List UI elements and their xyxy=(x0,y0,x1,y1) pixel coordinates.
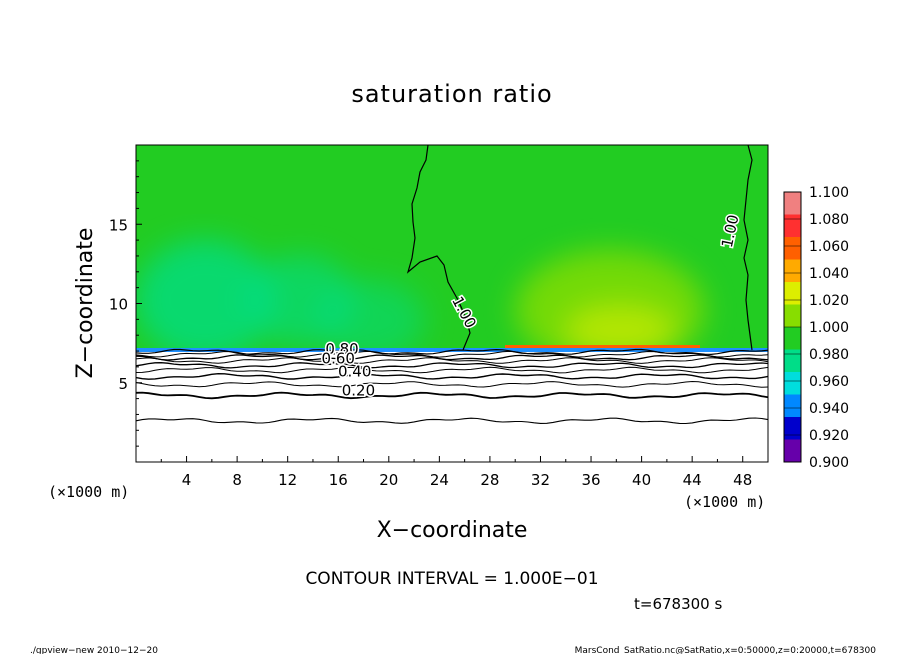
colorbar-swatch xyxy=(784,394,801,417)
lower-contours xyxy=(135,348,769,425)
colorbar-swatch xyxy=(784,372,801,395)
colorbar-swatch xyxy=(784,192,801,215)
contour-label: 0.20 xyxy=(342,381,375,399)
supersaturated-core xyxy=(565,305,675,350)
contour-label: 0.40 xyxy=(338,362,371,380)
x-tick-label: 28 xyxy=(480,471,499,489)
colorbar-swatch xyxy=(784,237,801,260)
contour-line-lower xyxy=(135,417,769,425)
x-tick-label: 32 xyxy=(531,471,550,489)
y-axis-label: Z−coordinate xyxy=(73,228,98,379)
x-unit-left: (×1000 m) xyxy=(48,483,129,501)
x-unit-right: (×1000 m) xyxy=(684,493,765,511)
colorbar-label: 1.000 xyxy=(809,320,849,336)
time-label: t=678300 s xyxy=(634,595,722,613)
colorbar-label: 1.100 xyxy=(809,185,849,201)
x-axis: 4 8 12 16 20 24 28 32 36 40 44 48 xyxy=(160,456,752,489)
colorbar-label: 0.980 xyxy=(809,347,849,363)
contour-line-lower xyxy=(135,357,769,364)
contour-line-lower xyxy=(135,362,769,369)
contour-line-1-00-a xyxy=(406,144,471,351)
contour-line-lower xyxy=(135,366,769,374)
contour-interval: CONTOUR INTERVAL = 1.000E−01 xyxy=(305,569,598,589)
colorbar-swatch xyxy=(784,349,801,372)
x-tick-label: 20 xyxy=(379,471,398,489)
colorbar-swatch xyxy=(784,439,801,462)
x-tick-label: 12 xyxy=(278,471,297,489)
colorbar-label: 1.080 xyxy=(809,212,849,228)
x-tick-label: 4 xyxy=(182,471,192,489)
x-tick-label: 8 xyxy=(232,471,242,489)
footer-left: ./gpview−new 2010−12−20 xyxy=(30,646,158,654)
x-tick-label: 24 xyxy=(430,471,449,489)
colorbar: 1.100 1.080 1.060 1.040 1.020 1.000 0.980 0.960… xyxy=(783,185,849,471)
footer-right: MarsCond_SatRatio.nc@SatRatio,x=0:50000,… xyxy=(575,646,877,654)
chart-title: saturation ratio xyxy=(351,80,552,108)
y-tick-label: 5 xyxy=(118,375,128,393)
y-axis: 5 10 15 xyxy=(109,160,142,447)
colorbar-label: 0.920 xyxy=(809,428,849,444)
contour-line-lower xyxy=(135,372,769,380)
colorbar-label: 1.040 xyxy=(809,266,849,282)
x-tick-label: 40 xyxy=(632,471,651,489)
y-tick-label: 10 xyxy=(109,296,128,314)
x-tick-label: 48 xyxy=(733,471,752,489)
supersaturation-band xyxy=(505,345,700,348)
subsaturated-patch-left xyxy=(136,240,275,350)
colorbar-label: 0.900 xyxy=(809,455,849,471)
colorbar-swatch xyxy=(784,282,801,305)
contour-label: 0.60 xyxy=(322,350,355,368)
colorbar-swatch xyxy=(784,214,801,237)
colorbar-swatch xyxy=(784,417,801,440)
contour-line-lower xyxy=(135,354,769,361)
colorbar-swatch xyxy=(784,259,801,282)
colorbar-swatch xyxy=(784,304,801,327)
colorbar-label: 0.960 xyxy=(809,374,849,390)
colorbar-label: 1.060 xyxy=(809,239,849,255)
x-tick-label: 16 xyxy=(329,471,348,489)
colorbar-swatch xyxy=(784,327,801,350)
contour-line-lower xyxy=(135,391,769,400)
x-tick-label: 36 xyxy=(581,471,600,489)
y-tick-label: 15 xyxy=(109,216,128,234)
x-tick-label: 44 xyxy=(683,471,702,489)
subsaturated-patch-right xyxy=(315,280,425,350)
contour-line-lower xyxy=(135,348,769,356)
contour-line-1-00-b xyxy=(743,144,753,351)
contour-label: 1.00 xyxy=(718,213,743,249)
plot-area: 1.001.000.800.600.400.20 4 8 12 16 20 24 28 32 3… xyxy=(109,144,769,489)
colorbar-label: 1.020 xyxy=(809,293,849,309)
colorbar-label: 0.940 xyxy=(809,401,849,417)
upper-contours xyxy=(406,144,753,351)
x-axis-label: X−coordinate xyxy=(377,518,528,543)
contour-line-lower xyxy=(135,380,769,388)
contour-label: 0.80 xyxy=(325,340,358,358)
